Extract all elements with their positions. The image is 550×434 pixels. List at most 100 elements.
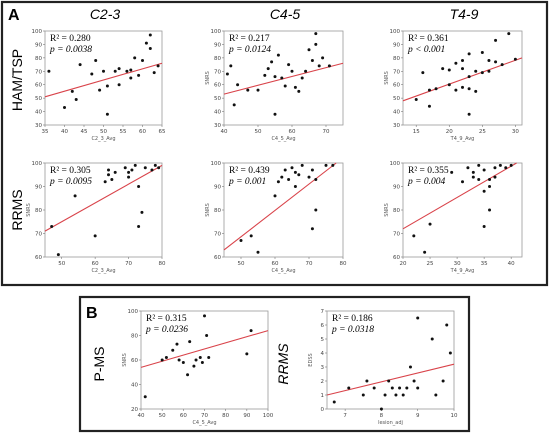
y-axis-title: SNRS [26,203,32,217]
data-point [398,386,402,390]
data-point [454,61,458,65]
data-point [256,250,260,254]
data-point [148,33,152,37]
x-tick-label: 45 [81,129,88,135]
x-tick-label: 70 [306,261,313,267]
y-tick-label: 100 [32,161,43,167]
data-point [90,72,94,76]
data-point [297,173,301,177]
x-tick-label: 100 [263,413,274,419]
data-point [73,194,77,198]
x-axis-title: lesion_adj [378,420,403,426]
y-axis-title: SNRS [122,353,128,367]
p-value-label: p < 0.001 [407,45,445,55]
y-tick-label: 6 [321,323,325,329]
col-header-c4-5: C4-5 [270,6,301,22]
data-point [164,356,168,360]
y-tick-label: 100 [390,161,401,167]
data-point [487,69,491,73]
regression-line [223,162,337,251]
data-point [205,334,209,337]
data-point [70,89,74,93]
y-tick-label: 0 [321,407,325,413]
x-tick-label: 15 [413,129,420,135]
x-tick-label: 40 [61,129,68,135]
y-tick-label: 60 [214,83,221,89]
data-point [467,87,471,91]
data-point [78,63,82,67]
plot-frame [223,162,344,258]
data-point [448,351,452,355]
data-point [290,166,294,170]
x-tick-label: 70 [201,413,208,419]
y-tick-label: 4 [321,351,325,357]
data-point [280,76,284,80]
plot-a-rrms-c4-5: 50 60 70 80 60 70 80 90 100 C4_5_Avg SNRS R² = 0.43… [205,161,347,274]
data-point [293,185,297,188]
data-point [314,208,318,212]
y-tick-label: 80 [214,208,221,214]
data-point [152,71,156,75]
data-point [441,379,445,383]
y-tick-label: 100 [211,29,222,35]
data-point [93,234,97,238]
data-point [137,73,141,77]
data-point [102,69,105,73]
data-point [427,88,431,92]
data-point [156,64,160,68]
data-point [493,175,497,179]
y-tick-label: 40 [35,110,42,116]
x-tick-label: 65 [159,129,166,135]
x-tick-label: 70 [323,129,330,135]
x-tick-label: 60 [289,129,296,135]
data-point [482,168,486,172]
data-point [447,68,451,72]
data-point [487,59,491,63]
data-point [427,104,431,108]
data-point [186,373,190,377]
x-tick-label: 25 [479,129,486,135]
data-point [317,64,321,68]
data-point [143,166,147,170]
data-point [416,316,420,320]
data-point [273,75,277,79]
y-tick-label: 100 [128,309,139,315]
plot-frame [326,310,455,410]
data-point [423,250,427,254]
y-tick-label: 40 [214,110,221,116]
x-tick-label: 30 [512,129,519,135]
data-point [474,69,478,73]
x-tick-label: 35 [481,261,488,267]
x-tick-label: 80 [340,261,347,267]
row-header-rrms-a: RRMS [9,189,25,230]
data-point [321,56,325,60]
y-tick-label: 80 [393,56,400,62]
data-point [113,69,117,73]
data-point [129,76,133,80]
data-point [307,48,311,52]
x-tick-label: 40 [138,413,145,419]
data-point [467,75,471,79]
data-point [198,356,202,360]
x-tick-label: 60 [272,261,279,267]
data-point [412,234,416,238]
data-point [314,32,318,36]
data-point [494,38,498,42]
data-point [63,106,66,110]
data-point [471,170,475,174]
x-axis-title: C4_5_Avg [192,420,216,426]
data-point [107,173,111,177]
y-tick-label: 40 [393,110,400,116]
data-point [107,168,111,172]
x-tick-label: 10 [451,413,458,419]
plot-a-rrms-t4-9: 20 25 30 35 40 60 70 80 90 100 T4_9_Avg SNRS R² = 0.… [384,161,523,274]
r-squared-label: R² = 0.439 [229,166,270,176]
p-value-label: p = 0.0124 [228,45,271,55]
y-tick-label: 30 [35,123,42,129]
data-point [480,50,484,54]
data-point [153,163,157,167]
data-point [127,175,131,179]
data-point [477,163,481,167]
y-tick-label: 50 [393,96,400,102]
data-point [394,393,398,397]
